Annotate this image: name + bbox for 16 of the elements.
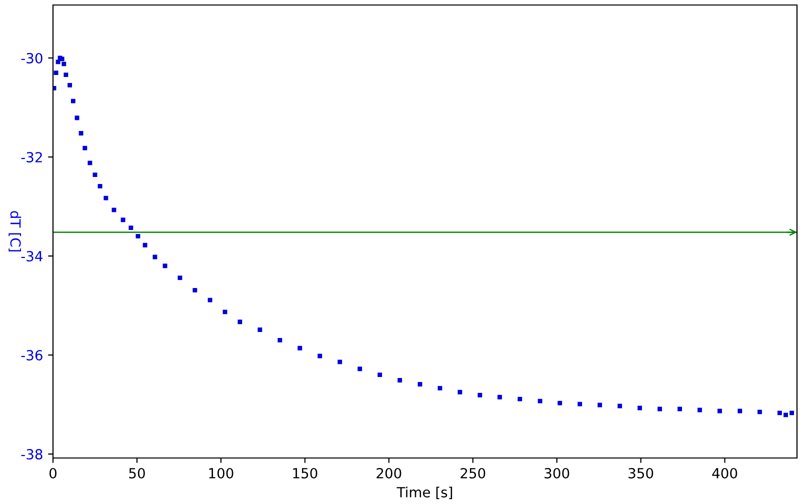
x-tick-label: 350 [628,468,654,478]
x-tick-label: 200 [376,468,402,478]
y-tick-label: -36 [21,350,42,360]
y-axis-title: dT [C] [8,211,22,252]
x-tick-label: 400 [712,468,738,478]
y-tick-label: -32 [21,152,42,162]
y-tick-label: -30 [21,52,42,64]
x-tick-label: 300 [544,468,570,478]
y-tick-label: -34 [21,250,42,262]
y-tick-label: -38 [21,449,42,460]
x-tick-label: 100 [209,468,234,478]
x-tick-label: 50 [129,468,145,478]
x-tick-label: 250 [460,468,486,478]
x-axis-title: Time [s] [396,486,452,500]
x-tick-label: 0 [49,468,56,478]
x-tick-label: 150 [293,468,318,478]
